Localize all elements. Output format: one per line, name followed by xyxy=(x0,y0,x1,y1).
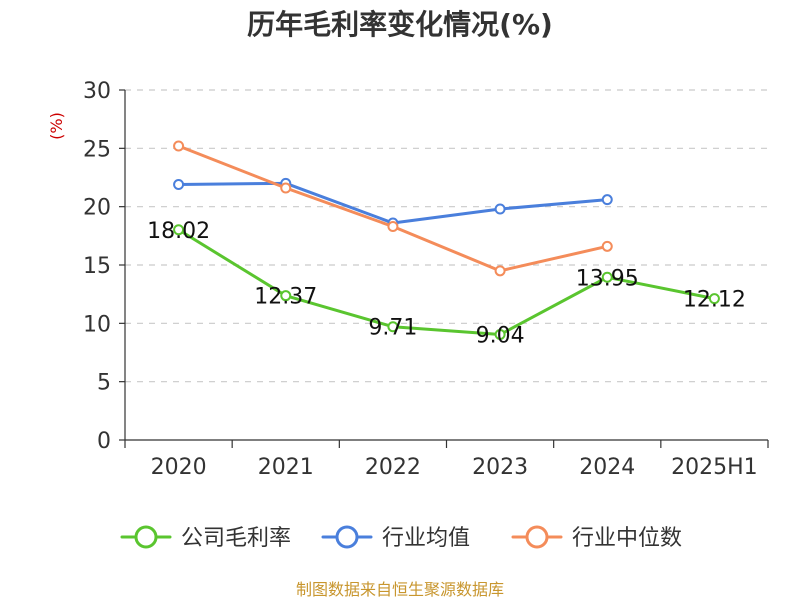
data-label: 12.12 xyxy=(683,288,746,313)
legend-label-1: 公司毛利率 xyxy=(181,526,291,551)
source-note: 制图数据来自恒生聚源数据库 xyxy=(296,580,504,599)
data-label: 13.95 xyxy=(576,266,639,291)
series-point-2 xyxy=(494,203,506,215)
data-label: 9.04 xyxy=(476,324,525,349)
y-tick-label: 20 xyxy=(83,196,111,221)
data-label: 18.02 xyxy=(147,219,210,244)
y-tick-label: 0 xyxy=(97,429,111,454)
axes xyxy=(119,89,769,448)
data-label: 12.37 xyxy=(254,285,317,310)
x-tick-label: 2025H1 xyxy=(671,455,758,480)
data-label: 9.71 xyxy=(368,316,417,341)
series-point-3 xyxy=(494,265,506,277)
series-point-1 xyxy=(173,224,185,236)
data-labels: 18.02 12.37 9.71 9.04 13.95 12.12 xyxy=(147,219,746,349)
legend-label-2: 行业均值 xyxy=(382,526,470,551)
series-point-3 xyxy=(280,182,292,194)
series-point-1 xyxy=(494,329,506,341)
y-axis-unit: (%) xyxy=(47,112,66,140)
series-point-3 xyxy=(601,240,613,252)
x-tick-label: 2020 xyxy=(151,455,207,480)
chart-title: 历年毛利率变化情况(%) xyxy=(247,8,553,41)
legend-marker-2 xyxy=(335,525,359,549)
series-point-2 xyxy=(601,194,613,206)
series-point-1 xyxy=(601,271,613,283)
series-point-1 xyxy=(708,293,720,305)
series-line-1 xyxy=(177,228,716,337)
y-tick-label: 10 xyxy=(83,312,111,337)
x-tick-label: 2022 xyxy=(365,455,421,480)
legend-item-2[interactable]: 行业均值 xyxy=(321,525,470,551)
legend-item-1[interactable]: 公司毛利率 xyxy=(120,525,291,551)
x-tick-label: 2023 xyxy=(472,455,528,480)
legend: 公司毛利率 行业均值 行业中位数 xyxy=(120,525,682,551)
legend-marker-1 xyxy=(134,525,158,549)
y-tick-label: 30 xyxy=(83,79,111,104)
series-line-3 xyxy=(177,144,609,273)
series-point-1 xyxy=(280,290,292,302)
x-tick-label: 2021 xyxy=(258,455,314,480)
y-tick-label: 25 xyxy=(83,137,111,162)
y-tick-label: 5 xyxy=(97,371,111,396)
legend-marker-3 xyxy=(525,525,549,549)
series-lines xyxy=(173,140,720,341)
series-line-2 xyxy=(177,181,609,225)
legend-label-3: 行业中位数 xyxy=(572,526,682,551)
tick-labels: 0 5 10 15 20 25 30 2020 2021 2022 2023 2024 2025H1 xyxy=(83,79,758,480)
x-tick-label: 2024 xyxy=(579,455,635,480)
legend-item-3[interactable]: 行业中位数 xyxy=(511,525,682,551)
series-point-2 xyxy=(173,179,185,190)
series-point-1 xyxy=(387,321,399,333)
series-point-3 xyxy=(173,140,185,152)
series-point-3 xyxy=(387,221,399,232)
y-tick-label: 15 xyxy=(83,254,111,279)
grid-lines xyxy=(125,89,768,383)
